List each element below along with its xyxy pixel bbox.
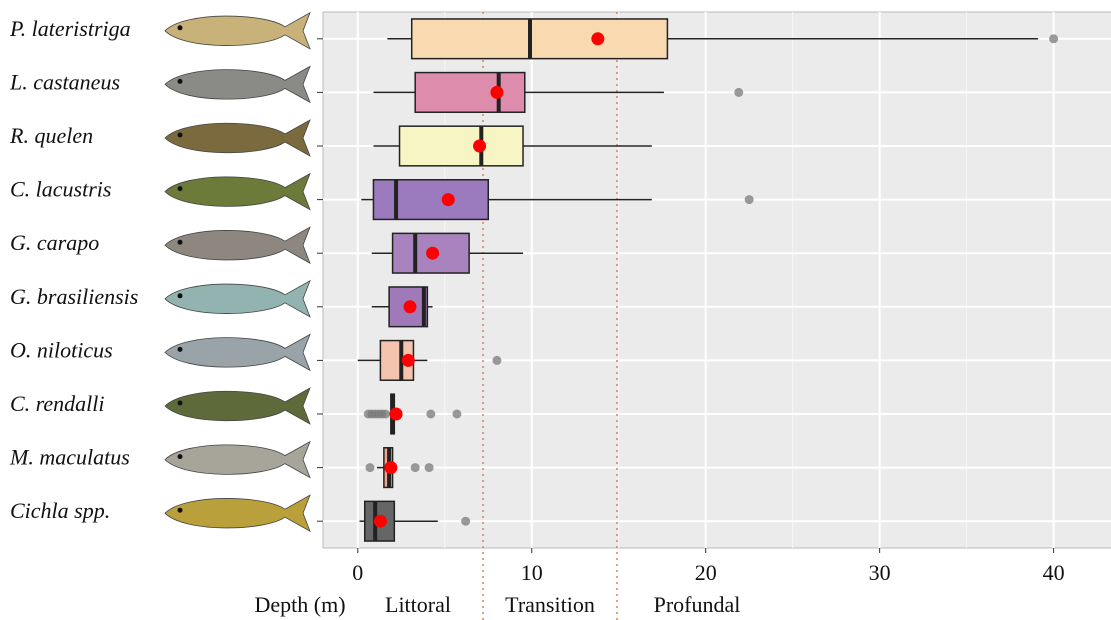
fish-illustration — [165, 227, 310, 263]
fish-eye — [178, 401, 183, 406]
mean-point — [591, 32, 604, 45]
outlier — [734, 88, 743, 97]
outlier — [365, 463, 374, 472]
x-tick-label: 10 — [521, 560, 543, 585]
x-axis-label: Depth (m) — [254, 592, 345, 617]
zone-label: Transition — [505, 592, 595, 617]
mean-point — [390, 408, 403, 421]
fish-body — [165, 13, 310, 49]
outlier — [492, 356, 501, 365]
box — [373, 180, 488, 220]
fish-eye — [178, 347, 183, 352]
box — [400, 126, 524, 166]
fish-body — [165, 174, 310, 210]
zone-label: Profundal — [654, 592, 741, 617]
fish-body — [165, 66, 310, 102]
x-tick-label: 0 — [352, 560, 363, 585]
outlier — [745, 195, 754, 204]
fish-illustration — [165, 120, 310, 156]
category-label: Cichla spp. — [10, 498, 110, 523]
category-label: G. brasiliensis — [10, 284, 138, 309]
chart: Depth (m) 0 10 20 30 40 Littoral Transition Pro… — [0, 0, 1111, 620]
zone-label: Littoral — [385, 592, 451, 617]
fish-eye — [178, 25, 183, 30]
fish-illustration — [165, 334, 310, 370]
outlier — [411, 463, 420, 472]
category-label: P. lateristriga — [9, 16, 131, 41]
category-label: C. rendalli — [10, 391, 105, 416]
category-label: O. niloticus — [10, 337, 113, 362]
mean-point — [402, 354, 415, 367]
fish-eye — [178, 186, 183, 191]
fish-illustration — [165, 281, 310, 317]
box — [415, 73, 525, 113]
mean-point — [442, 193, 455, 206]
fish-body — [165, 281, 310, 317]
fish-illustration — [165, 13, 310, 49]
mean-point — [490, 86, 503, 99]
category-label: C. lacustris — [10, 177, 111, 202]
fish-eye — [178, 293, 183, 298]
mean-point — [374, 515, 387, 528]
outlier — [381, 410, 390, 419]
outlier — [1049, 34, 1058, 43]
fish-eye — [178, 79, 183, 84]
fish-body — [165, 334, 310, 370]
fish-illustration — [165, 388, 310, 424]
fish-body — [165, 388, 310, 424]
outlier — [425, 463, 434, 472]
x-tick-label: 30 — [869, 560, 891, 585]
fish-illustration — [165, 174, 310, 210]
x-tick-label: 20 — [695, 560, 717, 585]
category-label: M. maculatus — [9, 445, 130, 470]
fish-eye — [178, 133, 183, 138]
category-label: G. carapo — [10, 230, 99, 255]
mean-point — [473, 140, 486, 153]
outlier — [461, 517, 470, 526]
mean-point — [403, 300, 416, 313]
outlier — [452, 410, 461, 419]
outlier — [426, 410, 435, 419]
box — [412, 19, 668, 59]
fish-body — [165, 442, 310, 478]
fish-illustration — [165, 66, 310, 102]
fish-eye — [178, 240, 183, 245]
fish-illustration — [165, 495, 310, 531]
fish-body — [165, 227, 310, 263]
fish-eye — [178, 508, 183, 513]
fish-illustration — [165, 442, 310, 478]
fish-body — [165, 120, 310, 156]
category-label: R. quelen — [9, 123, 93, 148]
category-label: L. castaneus — [9, 69, 120, 94]
x-tick-label: 40 — [1043, 560, 1065, 585]
fish-eye — [178, 454, 183, 459]
mean-point — [384, 461, 397, 474]
mean-point — [426, 247, 439, 260]
fish-body — [165, 495, 310, 531]
